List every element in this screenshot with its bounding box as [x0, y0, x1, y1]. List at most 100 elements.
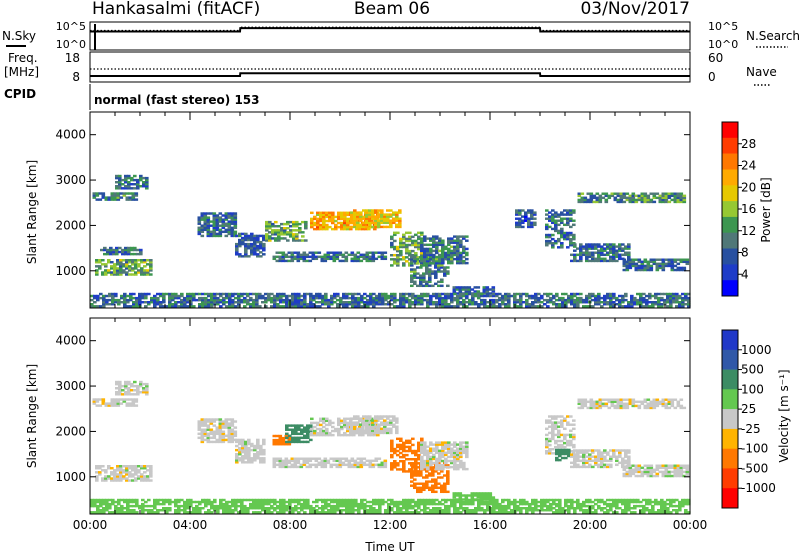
power-cell [120, 294, 124, 298]
power-cell [399, 298, 403, 302]
power-cell [212, 228, 217, 232]
power-cell [670, 266, 675, 270]
velocity-cell [685, 468, 690, 472]
power-cell [518, 219, 522, 222]
power-cell [450, 249, 454, 253]
velocity-cell [437, 462, 441, 465]
power-cell [516, 292, 520, 296]
power-cell [399, 292, 403, 296]
velocity-cell [127, 391, 131, 394]
power-cell [241, 242, 245, 246]
velocity-cell [110, 471, 114, 474]
power-cell [627, 251, 631, 254]
power-cell [334, 219, 338, 223]
power-cell [543, 298, 547, 302]
power-cell [515, 213, 519, 216]
velocity-cell [419, 472, 423, 475]
power-cell [340, 213, 344, 217]
power-cell [192, 305, 196, 308]
power-cell [649, 266, 654, 270]
power-cell [645, 294, 649, 298]
velocity-cell [649, 406, 654, 410]
velocity-cell [134, 469, 138, 472]
velocity-cell [456, 459, 460, 463]
velocity-cell [212, 434, 217, 438]
power-cell [122, 194, 127, 197]
power-cell [534, 305, 538, 308]
power-cell [408, 239, 412, 243]
velocity-cell [443, 484, 447, 487]
power-cell [582, 298, 586, 302]
power-cell [666, 292, 670, 296]
power-cell [313, 215, 317, 219]
power-cell [554, 225, 558, 229]
velocity-cell [613, 398, 618, 401]
velocity-cell [209, 436, 214, 440]
power-cell [429, 249, 433, 253]
power-cell [294, 298, 298, 302]
velocity-cell [218, 436, 223, 440]
power-cell [99, 296, 103, 300]
power-cell [554, 239, 558, 243]
power-cell [569, 231, 573, 235]
velocity-cell [655, 398, 660, 401]
power-cell [667, 262, 672, 266]
power-cell [346, 211, 350, 215]
power-cell [200, 212, 205, 215]
power-cell [405, 243, 409, 247]
power-cell [354, 301, 358, 304]
power-cell [681, 296, 685, 300]
power-cell [353, 211, 357, 214]
velocity-cell [253, 446, 257, 450]
velocity-cell [288, 434, 292, 438]
power-cell [119, 267, 123, 270]
power-cell [359, 213, 363, 216]
velocity-cell [174, 509, 178, 512]
velocity-cell [612, 451, 616, 454]
velocity-cell [420, 439, 424, 443]
velocity-cell [438, 465, 442, 469]
velocity-cell [392, 423, 396, 426]
velocity-cell [212, 430, 217, 433]
velocity-cell [290, 463, 295, 467]
velocity-cell [198, 502, 202, 506]
velocity-cell [288, 424, 292, 427]
power-cell [477, 303, 481, 306]
power-cell [621, 243, 625, 246]
power-cell [390, 237, 394, 241]
power-cell [370, 219, 374, 223]
power-cell [432, 257, 436, 261]
power-cell [356, 213, 360, 216]
velocity-cell [253, 457, 257, 460]
velocity-cell [548, 452, 552, 455]
power-cell [440, 278, 444, 281]
power-cell [353, 215, 357, 218]
power-cell [390, 292, 394, 296]
power-cell [252, 305, 256, 308]
velocity-cell [253, 448, 257, 452]
velocity-cell [573, 463, 577, 467]
power-cell [144, 301, 148, 304]
velocity-cell [137, 477, 141, 480]
power-cell [616, 192, 621, 195]
velocity-cell [278, 463, 283, 467]
power-cell [213, 292, 217, 296]
power-cell [216, 292, 220, 296]
velocity-cell [250, 444, 254, 448]
power-cell [673, 192, 678, 195]
velocity-cell [93, 511, 97, 514]
velocity-cell [476, 496, 481, 499]
power-cell [324, 298, 328, 302]
velocity-cell [328, 419, 332, 423]
power-cell [462, 251, 466, 255]
power-cell [537, 298, 541, 302]
velocity-cell [278, 459, 283, 463]
velocity-cell [153, 498, 157, 502]
velocity-cell [601, 404, 606, 408]
power-cell [474, 301, 478, 304]
velocity-cell [331, 421, 335, 425]
velocity-cell [456, 443, 460, 446]
power-cell [371, 225, 375, 229]
power-cell [462, 247, 466, 251]
